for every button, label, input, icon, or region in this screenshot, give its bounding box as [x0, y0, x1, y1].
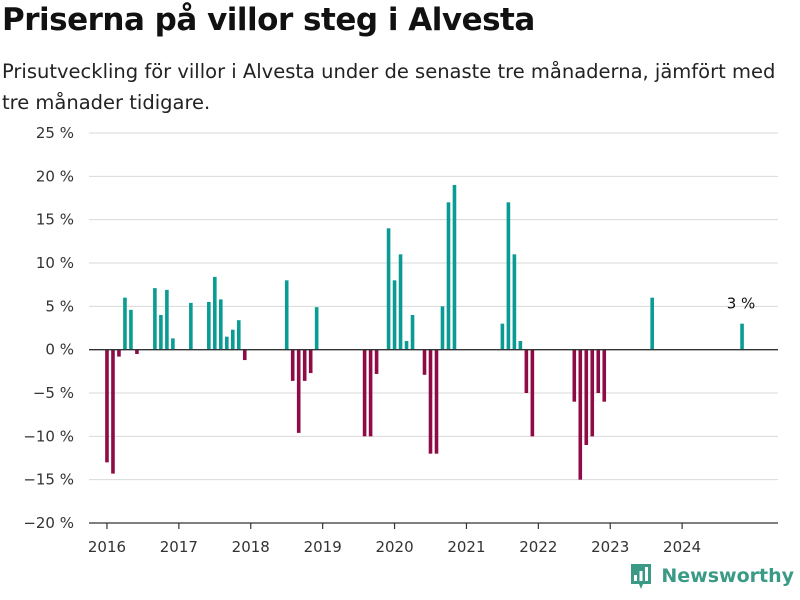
- y-tick-label: −15 %: [23, 471, 74, 489]
- chart-subtitle: Prisutveckling för villor i Alvesta unde…: [2, 60, 776, 114]
- bar-2020-02: [398, 254, 403, 350]
- bar-2020-09: [440, 306, 445, 350]
- annotation-label: 3 %: [727, 295, 756, 313]
- y-tick-label: 25 %: [36, 124, 74, 142]
- bar-2018-10: [302, 349, 307, 381]
- bar-2020-01: [392, 280, 397, 350]
- bar-2024-11: [740, 323, 744, 350]
- bar-2016-10: [159, 315, 163, 350]
- y-tick-label: 20 %: [36, 167, 74, 185]
- bar-2020-06: [422, 349, 427, 375]
- x-tick-label: 2016: [88, 538, 126, 556]
- x-tick-label: 2020: [375, 538, 413, 556]
- y-tick-label: 0 %: [45, 341, 74, 359]
- newsworthy-logo-icon: [631, 564, 652, 589]
- bar-2018-12: [314, 307, 319, 350]
- bar-2020-08: [434, 349, 439, 454]
- bar-2017-11: [236, 320, 241, 350]
- x-tick-label: 2022: [519, 538, 557, 556]
- bar-2017-12: [242, 349, 247, 361]
- y-tick-label: −10 %: [23, 427, 74, 445]
- bar-2020-11: [452, 185, 457, 350]
- bar-2018-07: [284, 280, 289, 350]
- bar-2017-09: [225, 336, 229, 350]
- bar-2016-05: [129, 309, 133, 350]
- bar-2016-06: [135, 349, 139, 354]
- bar-2020-07: [428, 349, 433, 454]
- bar-2022-07: [572, 349, 577, 402]
- x-tick-label: 2024: [663, 538, 701, 556]
- bar-2020-10: [446, 202, 451, 350]
- bar-2018-11: [308, 349, 313, 374]
- bar-2021-10: [518, 341, 523, 350]
- x-tick-label: 2023: [591, 538, 629, 556]
- bar-2019-10: [374, 349, 379, 374]
- bar-2022-08: [578, 349, 583, 480]
- bar-2016-03: [117, 349, 121, 357]
- brand-name: Newsworthy: [661, 565, 794, 587]
- bar-2016-12: [171, 338, 175, 350]
- y-tick-label: −20 %: [23, 514, 74, 532]
- bar-2020-04: [410, 315, 415, 350]
- y-gridlines: [89, 132, 778, 524]
- bar-2018-08: [290, 349, 295, 381]
- x-tick-label: 2019: [304, 538, 342, 556]
- bar-2021-08: [506, 202, 511, 350]
- bar-2022-09: [584, 349, 589, 445]
- bar-2016-01: [105, 349, 109, 463]
- annotations: 3 %: [727, 295, 756, 313]
- x-tick-label: 2021: [447, 538, 485, 556]
- bar-2016-02: [111, 349, 115, 474]
- bar-2017-08: [219, 299, 223, 350]
- x-tick-label: 2018: [232, 538, 270, 556]
- bar-2021-07: [500, 323, 505, 350]
- bar-2017-10: [230, 329, 235, 350]
- bar-2016-11: [165, 289, 169, 350]
- x-axis-labels: 2016 2017 2018 2019 2020 2021 2022 2023 2024: [88, 538, 701, 556]
- bar-2019-12: [386, 228, 391, 350]
- bar-2022-11: [596, 349, 601, 393]
- y-tick-label: −5 %: [33, 384, 74, 402]
- bar-2017-03: [189, 302, 193, 350]
- bar-2020-03: [404, 341, 409, 350]
- bar-2016-04: [123, 297, 127, 350]
- bar-2022-12: [602, 349, 607, 402]
- brand-footer: Newsworthy: [629, 562, 794, 590]
- y-tick-label: 5 %: [45, 297, 74, 315]
- bar-2021-09: [512, 254, 517, 350]
- y-tick-label: 15 %: [36, 211, 74, 229]
- bars: [105, 185, 744, 480]
- bar-2021-12: [530, 349, 535, 437]
- bar-2017-06: [207, 302, 211, 350]
- bar-2017-07: [213, 276, 217, 350]
- bar-2023-08: [650, 297, 654, 350]
- bar-2016-09: [153, 288, 157, 350]
- chart-title: Priserna på villor steg i Alvesta: [2, 2, 535, 38]
- bar-2021-11: [524, 349, 529, 393]
- bar-2018-09: [296, 349, 301, 433]
- x-tick-label: 2017: [160, 538, 198, 556]
- y-tick-label: 10 %: [36, 254, 74, 272]
- bar-2022-10: [590, 349, 595, 437]
- bar-2019-09: [368, 349, 373, 437]
- axes: [89, 349, 778, 529]
- bar-2019-08: [362, 349, 367, 437]
- y-axis-labels: 25 % 20 % 15 % 10 % 5 % 0 % −5 % −10 % −15 % −20 …: [23, 124, 74, 532]
